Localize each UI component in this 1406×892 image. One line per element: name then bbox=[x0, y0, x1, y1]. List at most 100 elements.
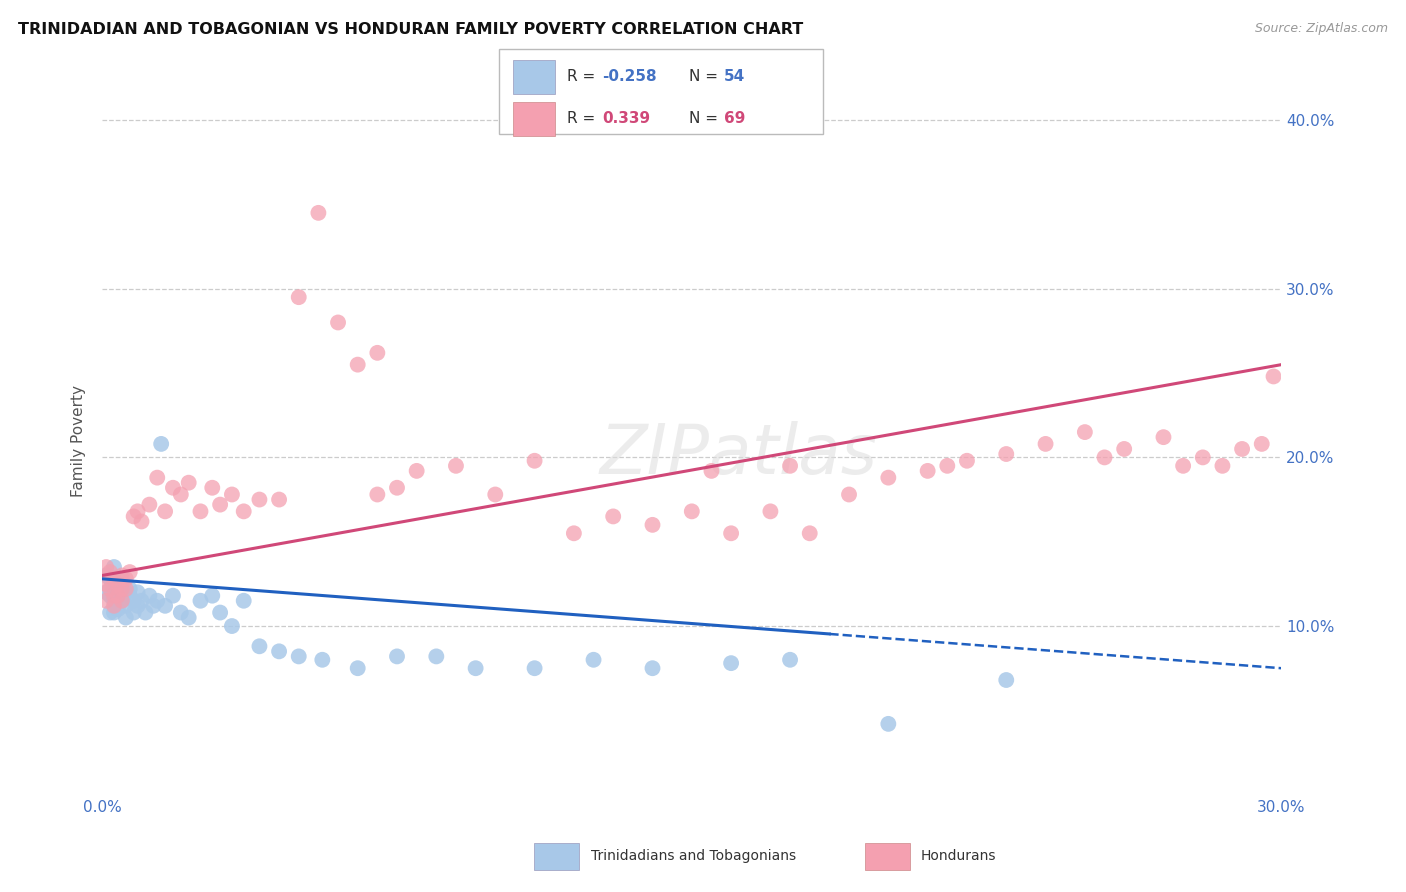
Point bbox=[94, 560, 117, 574]
Point bbox=[111, 593, 134, 607]
Point bbox=[153, 504, 176, 518]
Point bbox=[1191, 450, 1213, 465]
Point bbox=[146, 593, 169, 607]
Point bbox=[98, 572, 121, 586]
Point bbox=[877, 470, 900, 484]
Point bbox=[162, 481, 184, 495]
Point bbox=[114, 599, 136, 613]
Text: N =: N = bbox=[689, 112, 723, 126]
Point bbox=[127, 504, 149, 518]
Point bbox=[134, 606, 156, 620]
Point bbox=[94, 593, 117, 607]
Point bbox=[995, 673, 1018, 687]
Point bbox=[94, 568, 117, 582]
Text: ZIPatlas: ZIPatlas bbox=[600, 421, 877, 488]
Point bbox=[759, 504, 782, 518]
Point bbox=[111, 582, 134, 596]
Text: R =: R = bbox=[567, 112, 600, 126]
Point bbox=[98, 606, 121, 620]
Point bbox=[232, 593, 254, 607]
Point bbox=[311, 653, 333, 667]
Point bbox=[385, 481, 408, 495]
Point bbox=[464, 661, 486, 675]
Point bbox=[602, 509, 624, 524]
Point bbox=[641, 517, 664, 532]
Point bbox=[94, 585, 117, 599]
Point bbox=[700, 464, 723, 478]
Point bbox=[877, 717, 900, 731]
Point bbox=[249, 640, 271, 654]
Point bbox=[103, 560, 125, 574]
Point bbox=[956, 454, 979, 468]
Point bbox=[127, 599, 149, 613]
Text: -0.258: -0.258 bbox=[602, 70, 657, 84]
Point bbox=[118, 582, 141, 596]
Text: R =: R = bbox=[567, 70, 600, 84]
Point bbox=[122, 509, 145, 524]
Point bbox=[562, 526, 585, 541]
Point bbox=[103, 593, 125, 607]
Text: 0.339: 0.339 bbox=[602, 112, 650, 126]
Point bbox=[641, 661, 664, 675]
Point bbox=[1211, 458, 1233, 473]
Point bbox=[201, 589, 224, 603]
Point bbox=[366, 487, 388, 501]
Point bbox=[177, 610, 200, 624]
Point bbox=[307, 206, 329, 220]
Point bbox=[287, 290, 309, 304]
Point bbox=[94, 577, 117, 591]
Point bbox=[346, 358, 368, 372]
Point bbox=[425, 649, 447, 664]
Point bbox=[1171, 458, 1194, 473]
Point bbox=[103, 577, 125, 591]
Point bbox=[150, 437, 173, 451]
Point bbox=[1230, 442, 1253, 456]
Point bbox=[114, 582, 136, 596]
Point bbox=[111, 593, 134, 607]
Point bbox=[720, 656, 742, 670]
Point bbox=[122, 606, 145, 620]
Point bbox=[190, 593, 212, 607]
Point bbox=[201, 481, 224, 495]
Point bbox=[103, 572, 125, 586]
Point bbox=[142, 599, 165, 613]
Text: 69: 69 bbox=[724, 112, 745, 126]
Point bbox=[1114, 442, 1136, 456]
Text: Source: ZipAtlas.com: Source: ZipAtlas.com bbox=[1254, 22, 1388, 36]
Point bbox=[221, 487, 243, 501]
Point bbox=[484, 487, 506, 501]
Point bbox=[779, 458, 801, 473]
Point bbox=[118, 565, 141, 579]
Point bbox=[114, 610, 136, 624]
Point bbox=[523, 454, 546, 468]
Point bbox=[249, 492, 271, 507]
Point bbox=[146, 470, 169, 484]
Point bbox=[267, 644, 290, 658]
Point bbox=[1074, 425, 1097, 439]
Point bbox=[720, 526, 742, 541]
Point bbox=[114, 572, 136, 586]
Point bbox=[153, 599, 176, 613]
Point bbox=[232, 504, 254, 518]
Text: Hondurans: Hondurans bbox=[921, 849, 997, 863]
Point bbox=[326, 316, 349, 330]
Text: N =: N = bbox=[689, 70, 723, 84]
Point bbox=[681, 504, 703, 518]
Point bbox=[385, 649, 408, 664]
Point bbox=[114, 585, 136, 599]
Point bbox=[111, 582, 134, 596]
Point bbox=[170, 606, 193, 620]
Point bbox=[111, 568, 134, 582]
Point bbox=[98, 589, 121, 603]
Point bbox=[103, 606, 125, 620]
Point bbox=[582, 653, 605, 667]
Point bbox=[1094, 450, 1116, 465]
Point bbox=[779, 653, 801, 667]
Point bbox=[1153, 430, 1175, 444]
Point bbox=[131, 593, 153, 607]
Point bbox=[107, 589, 129, 603]
Point bbox=[936, 458, 959, 473]
Point bbox=[98, 565, 121, 579]
Point bbox=[107, 577, 129, 591]
Point bbox=[162, 589, 184, 603]
